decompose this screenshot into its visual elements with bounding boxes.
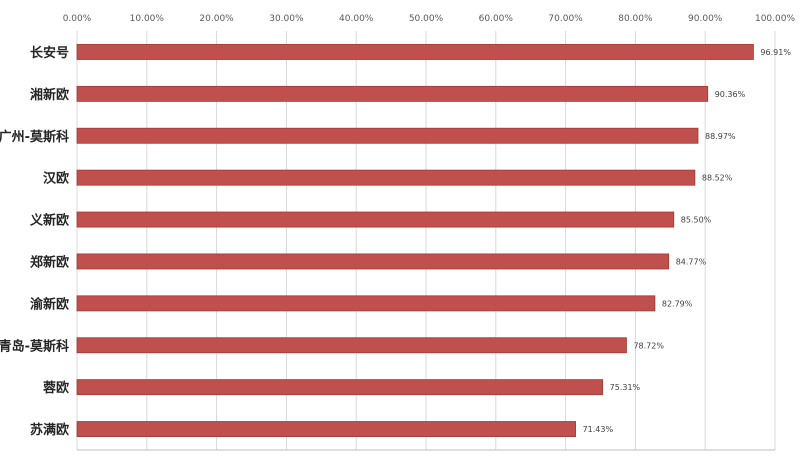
data-label: 82.79% bbox=[662, 299, 693, 308]
category-label: 汉欧 bbox=[43, 171, 69, 187]
bar bbox=[76, 337, 627, 354]
bar bbox=[76, 44, 754, 60]
x-tick-label: 50.00% bbox=[409, 14, 444, 24]
data-label: 78.72% bbox=[633, 341, 664, 350]
data-label: 85.50% bbox=[681, 216, 712, 225]
bar bbox=[76, 85, 709, 102]
category-label: 苏满欧 bbox=[30, 422, 69, 438]
x-tick-label: 20.00% bbox=[199, 14, 234, 24]
data-label: 88.97% bbox=[705, 132, 736, 141]
x-tick-label: 10.00% bbox=[130, 14, 165, 24]
bar bbox=[76, 127, 699, 144]
bars bbox=[76, 44, 754, 437]
data-label: 75.31% bbox=[610, 383, 641, 392]
bar bbox=[76, 379, 604, 396]
category-label: 郑新欧 bbox=[30, 254, 69, 270]
data-label: 71.43% bbox=[583, 425, 614, 434]
data-label: 84.77% bbox=[676, 257, 707, 266]
data-labels: 96.91% 90.36% 88.97% 88.52% 85.50% 84.77% 82.7… bbox=[583, 48, 792, 434]
x-tick-label: 30.00% bbox=[269, 14, 304, 24]
bar bbox=[76, 421, 576, 437]
data-label: 90.36% bbox=[715, 90, 746, 99]
x-axis-tick-labels: 0.00% 10.00% 20.00% 30.00% 40.00% 50.00% 60.00… bbox=[63, 14, 796, 24]
category-label: 青岛-莫斯科 bbox=[0, 338, 69, 354]
bar bbox=[76, 211, 675, 228]
data-label: 96.91% bbox=[760, 48, 791, 57]
bar bbox=[76, 295, 656, 312]
bar bbox=[76, 169, 696, 186]
x-tick-label: 80.00% bbox=[618, 14, 653, 24]
data-label: 88.52% bbox=[702, 174, 733, 183]
category-label: 湘新欧 bbox=[30, 87, 69, 103]
x-tick-label: 40.00% bbox=[339, 14, 374, 24]
category-label: 长安号 bbox=[30, 45, 69, 61]
category-label: 义新欧 bbox=[30, 213, 69, 229]
x-tick-label: 0.00% bbox=[63, 14, 92, 24]
category-label: 渝新欧 bbox=[30, 296, 69, 312]
category-label: 蓉欧 bbox=[43, 380, 69, 396]
x-tick-label: 100.00% bbox=[755, 14, 795, 24]
x-tick-label: 70.00% bbox=[548, 14, 583, 24]
category-label: 广州-莫斯科 bbox=[0, 129, 69, 145]
x-tick-label: 90.00% bbox=[688, 14, 723, 24]
x-tick-label: 60.00% bbox=[479, 14, 514, 24]
bar bbox=[76, 253, 670, 270]
